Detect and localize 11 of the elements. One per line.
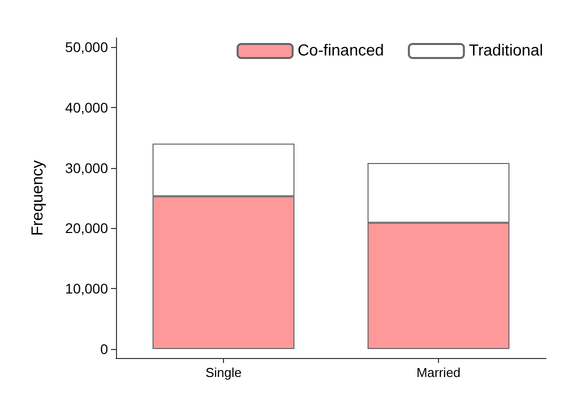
y-tick-label: 30,000 [65, 160, 108, 176]
y-tick-label: 20,000 [65, 220, 108, 236]
legend-label: Co-financed [298, 42, 384, 60]
y-tick-label: 50,000 [65, 39, 108, 56]
x-tick-label: Married [416, 365, 461, 380]
legend-label: Traditional [468, 42, 543, 60]
y-tick-label: 10,000 [65, 280, 108, 297]
x-tick-label: Single [205, 365, 242, 380]
y-tick-label: 0 [100, 340, 108, 357]
y-tick-label: 40,000 [65, 99, 108, 116]
y-axis-title: Frequency [30, 160, 46, 236]
